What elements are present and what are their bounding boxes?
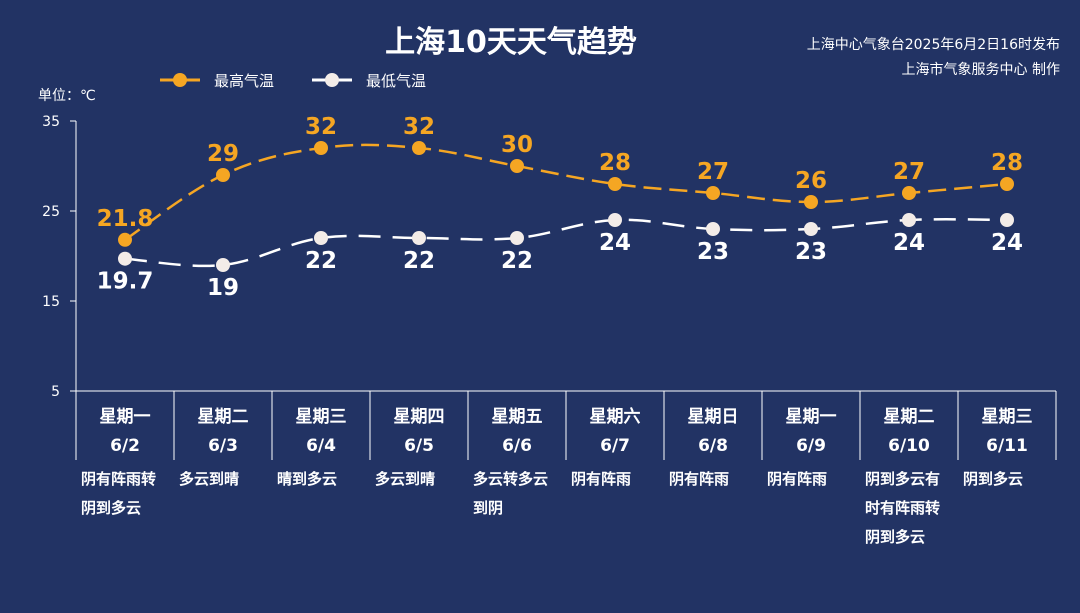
high-temp-label: 32 bbox=[403, 114, 435, 140]
series-layer bbox=[118, 141, 1014, 272]
weather-description: 到阴 bbox=[473, 499, 503, 517]
weather-description: 阴有阵雨转 bbox=[81, 470, 156, 488]
date-label: 6/2 bbox=[110, 436, 140, 456]
date-label: 6/10 bbox=[888, 436, 930, 456]
weekday-label: 星期四 bbox=[394, 407, 445, 427]
high-temp-label: 32 bbox=[305, 114, 337, 140]
date-label: 6/6 bbox=[502, 436, 532, 456]
y-tick-label: 25 bbox=[42, 204, 60, 220]
low-temp-label: 19.7 bbox=[97, 269, 154, 295]
low-temp-label: 23 bbox=[697, 239, 729, 265]
x-axis-grid: 星期一6/2阴有阵雨转阴到多云星期二6/3多云到晴星期三6/4晴到多云星期四6/… bbox=[75, 390, 1057, 546]
weekday-label: 星期二 bbox=[198, 407, 249, 427]
date-label: 6/4 bbox=[306, 436, 336, 456]
y-tick-label: 5 bbox=[51, 384, 60, 400]
low-temp-label: 24 bbox=[893, 230, 925, 256]
low-temp-label: 22 bbox=[501, 248, 533, 274]
high-temp-point bbox=[804, 195, 818, 209]
weekday-label: 星期三 bbox=[296, 407, 347, 427]
high-temp-label: 21.8 bbox=[97, 206, 154, 232]
weekday-label: 星期一 bbox=[786, 407, 837, 427]
weather-description: 多云到晴 bbox=[375, 470, 435, 488]
weather-description: 阴有阵雨 bbox=[571, 470, 631, 488]
y-unit-label: 单位：℃ bbox=[38, 88, 96, 104]
date-label: 6/5 bbox=[404, 436, 434, 456]
low-temp-point bbox=[608, 213, 622, 227]
high-temp-label: 30 bbox=[501, 132, 533, 158]
high-temp-label: 29 bbox=[207, 141, 239, 167]
date-label: 6/9 bbox=[796, 436, 826, 456]
weather-description: 阴到多云 bbox=[81, 499, 141, 517]
high-temp-label: 27 bbox=[697, 159, 729, 185]
low-temp-point bbox=[412, 231, 426, 245]
low-temp-point bbox=[510, 231, 524, 245]
low-temp-line bbox=[124, 218, 1008, 268]
weekday-label: 星期六 bbox=[590, 406, 641, 427]
high-temp-label: 28 bbox=[599, 150, 631, 176]
high-temp-label: 26 bbox=[795, 168, 827, 194]
weekday-label: 星期一 bbox=[100, 407, 151, 427]
low-temp-point bbox=[804, 222, 818, 236]
high-temp-label: 28 bbox=[991, 150, 1023, 176]
source-line-2: 上海市气象服务中心 制作 bbox=[902, 61, 1060, 78]
high-temp-point bbox=[412, 141, 426, 155]
weekday-label: 星期五 bbox=[492, 407, 543, 427]
high-temp-point bbox=[1000, 177, 1014, 191]
legend-low-marker bbox=[325, 73, 339, 87]
high-temp-point bbox=[902, 186, 916, 200]
high-temp-point bbox=[216, 168, 230, 182]
date-label: 6/8 bbox=[698, 436, 728, 456]
legend-high-marker bbox=[173, 73, 187, 87]
low-temp-point bbox=[118, 251, 132, 266]
weather-description: 晴到多云 bbox=[277, 470, 337, 488]
legend-high-label: 最高气温 bbox=[214, 72, 274, 90]
low-temp-point bbox=[314, 231, 328, 245]
legend: 最高气温 最低气温 bbox=[160, 72, 426, 90]
weather-description: 多云到晴 bbox=[179, 470, 239, 488]
legend-low-label: 最低气温 bbox=[366, 72, 426, 90]
weather-description: 阴有阵雨 bbox=[669, 470, 729, 488]
y-tick-label: 35 bbox=[42, 114, 60, 130]
weekday-label: 星期三 bbox=[982, 407, 1033, 427]
high-temp-point bbox=[510, 159, 524, 173]
low-temp-label: 19 bbox=[207, 275, 239, 301]
weather-description: 时有阵雨转 bbox=[865, 499, 940, 517]
high-temp-point bbox=[118, 232, 132, 247]
y-tick-label: 15 bbox=[42, 294, 60, 310]
date-label: 6/11 bbox=[986, 436, 1028, 456]
low-temp-point bbox=[216, 258, 230, 272]
weekday-label: 星期二 bbox=[884, 407, 935, 427]
high-temp-line bbox=[124, 143, 1008, 241]
low-temp-label: 22 bbox=[305, 248, 337, 274]
low-temp-label: 24 bbox=[991, 230, 1023, 256]
source-line-1: 上海中心气象台2025年6月2日16时发布 bbox=[807, 37, 1060, 53]
low-temp-label: 24 bbox=[599, 230, 631, 256]
high-temp-label: 27 bbox=[893, 159, 925, 185]
low-temp-label: 23 bbox=[795, 239, 827, 265]
weather-description: 多云转多云 bbox=[473, 470, 548, 488]
low-temp-point bbox=[1000, 213, 1014, 227]
weather-description: 阴到多云 bbox=[865, 528, 925, 546]
low-temp-label: 22 bbox=[403, 248, 435, 274]
chart-title: 上海10天天气趋势 bbox=[385, 25, 637, 60]
high-temp-point bbox=[706, 186, 720, 200]
y-ticks: 5 15 25 35 bbox=[42, 114, 76, 400]
data-labels: 19.7 19 22 22 22 24 23 23 24 24 21.8 29 32 32 30 28 27 26… bbox=[97, 114, 1023, 301]
high-temp-point bbox=[314, 141, 328, 155]
weather-description: 阴到多云 bbox=[963, 470, 1023, 488]
weather-description: 阴到多云有 bbox=[865, 470, 940, 488]
high-temp-point bbox=[608, 177, 622, 191]
low-temp-point bbox=[706, 222, 720, 236]
weekday-label: 星期日 bbox=[688, 407, 739, 427]
weather-description: 阴有阵雨 bbox=[767, 470, 827, 488]
date-label: 6/7 bbox=[600, 436, 630, 456]
low-temp-point bbox=[902, 213, 916, 227]
date-label: 6/3 bbox=[208, 436, 238, 456]
